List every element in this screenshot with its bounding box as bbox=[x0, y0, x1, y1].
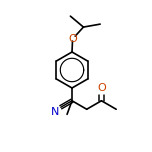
Text: O: O bbox=[68, 34, 77, 44]
Text: O: O bbox=[98, 83, 106, 93]
Text: N: N bbox=[51, 107, 59, 117]
